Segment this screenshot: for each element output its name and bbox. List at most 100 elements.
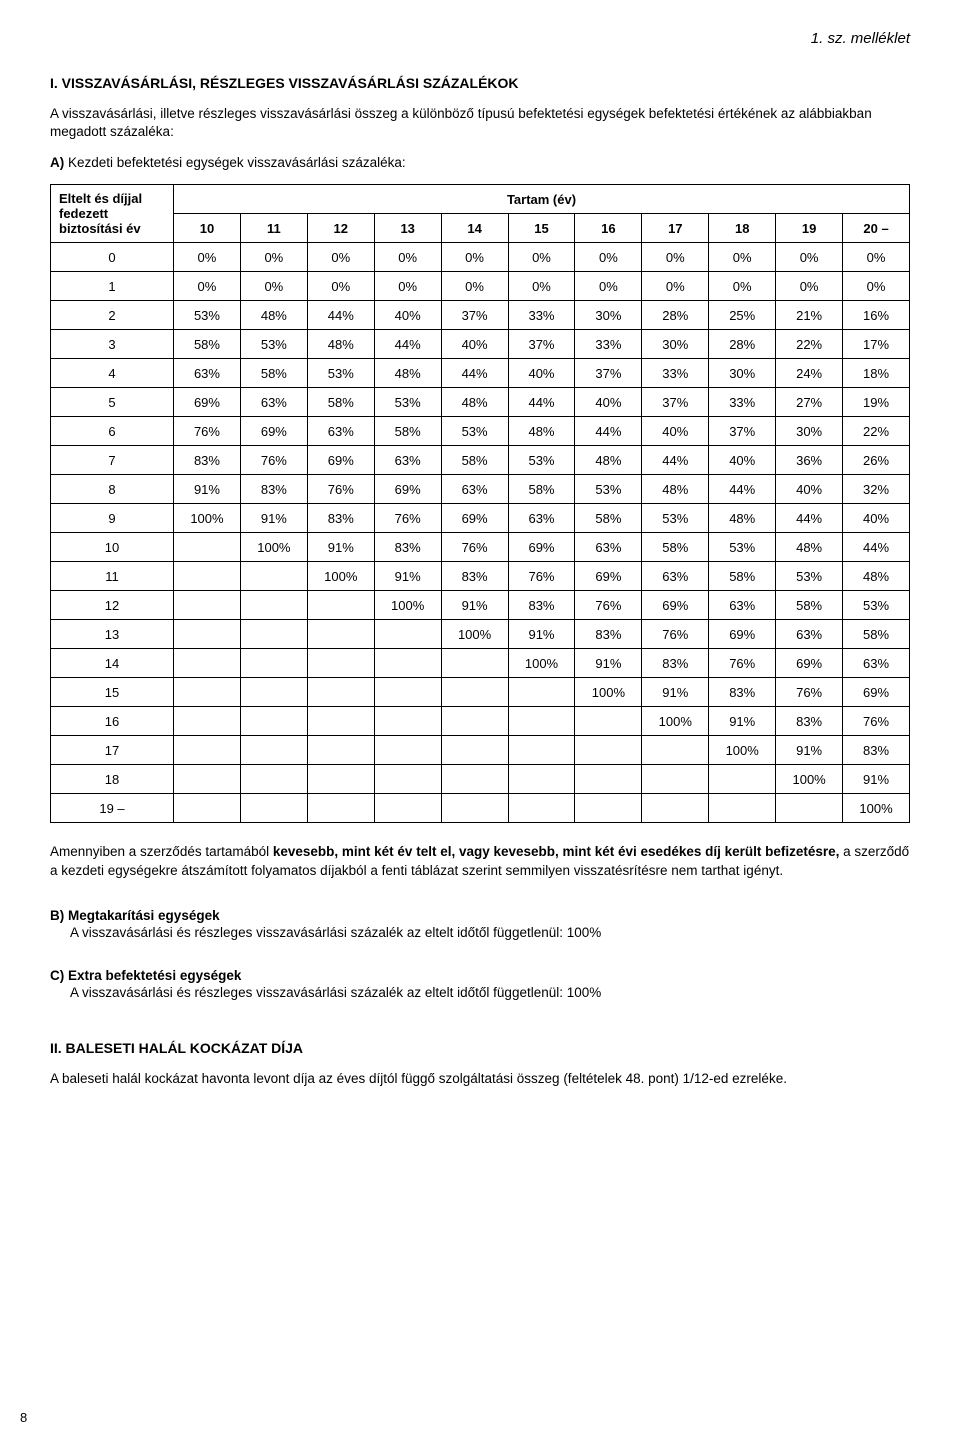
table-cell: 91% xyxy=(374,562,441,591)
table-cell: 40% xyxy=(776,475,843,504)
table-cell: 83% xyxy=(575,620,642,649)
table-cell: 53% xyxy=(240,330,307,359)
table-cell: 33% xyxy=(642,359,709,388)
table-row: 00%0%0%0%0%0%0%0%0%0%0% xyxy=(51,243,910,272)
table-cell: 63% xyxy=(307,417,374,446)
table-cell: 33% xyxy=(508,301,575,330)
duration-header-cell: Tartam (év) xyxy=(174,185,910,214)
table-cell: 58% xyxy=(709,562,776,591)
table-cell xyxy=(307,794,374,823)
table-cell xyxy=(174,678,241,707)
table-cell: 24% xyxy=(776,359,843,388)
column-header-cell: 20 – xyxy=(843,214,910,243)
table-cell: 30% xyxy=(776,417,843,446)
table-cell: 0% xyxy=(174,243,241,272)
table-cell: 76% xyxy=(307,475,374,504)
table-cell: 44% xyxy=(374,330,441,359)
table-cell: 83% xyxy=(174,446,241,475)
table-row: 783%76%69%63%58%53%48%44%40%36%26% xyxy=(51,446,910,475)
subsection-b: B) Megtakarítási egységek A visszavásárl… xyxy=(50,908,910,940)
table-cell: 48% xyxy=(441,388,508,417)
row-label-cell: 4 xyxy=(51,359,174,388)
table-cell: 44% xyxy=(575,417,642,446)
table-cell: 69% xyxy=(307,446,374,475)
table-cell: 0% xyxy=(776,272,843,301)
table-cell: 28% xyxy=(642,301,709,330)
table-cell: 33% xyxy=(575,330,642,359)
table-cell xyxy=(174,736,241,765)
table-row: 1011121314151617181920 – xyxy=(51,214,910,243)
table-row: 891%83%76%69%63%58%53%48%44%40%32% xyxy=(51,475,910,504)
row-label-cell: 2 xyxy=(51,301,174,330)
table-row: 11100%91%83%76%69%63%58%53%48% xyxy=(51,562,910,591)
table-row: 12100%91%83%76%69%63%58%53% xyxy=(51,591,910,620)
table-cell: 53% xyxy=(441,417,508,446)
table-cell: 0% xyxy=(642,243,709,272)
intro-paragraph: A visszavásárlási, illetve részleges vis… xyxy=(50,105,910,141)
table-cell xyxy=(441,765,508,794)
table-cell: 37% xyxy=(508,330,575,359)
table-cell: 17% xyxy=(843,330,910,359)
table-cell: 83% xyxy=(307,504,374,533)
table-cell: 69% xyxy=(174,388,241,417)
table-cell: 27% xyxy=(776,388,843,417)
table-cell: 0% xyxy=(776,243,843,272)
note-pre: Amennyiben a szerződés tartamából xyxy=(50,844,273,859)
table-cell: 76% xyxy=(174,417,241,446)
table-cell: 44% xyxy=(642,446,709,475)
subsection-c-title: Extra befektetési egységek xyxy=(68,968,241,983)
table-cell: 48% xyxy=(374,359,441,388)
row-header-cell: Eltelt és díjjal fedezett biztosítási év xyxy=(51,185,174,243)
table-cell: 48% xyxy=(776,533,843,562)
table-cell: 63% xyxy=(575,533,642,562)
table-cell xyxy=(575,736,642,765)
table-cell: 63% xyxy=(709,591,776,620)
table-cell: 44% xyxy=(776,504,843,533)
table-cell: 91% xyxy=(508,620,575,649)
table-cell xyxy=(374,649,441,678)
table-cell xyxy=(709,765,776,794)
row-label-cell: 1 xyxy=(51,272,174,301)
table-cell: 76% xyxy=(575,591,642,620)
surrender-table: Eltelt és díjjal fedezett biztosítási év… xyxy=(50,184,910,823)
table-cell: 58% xyxy=(843,620,910,649)
table-cell: 83% xyxy=(240,475,307,504)
table-cell: 48% xyxy=(709,504,776,533)
table-cell: 44% xyxy=(307,301,374,330)
table-cell: 63% xyxy=(240,388,307,417)
table-cell: 40% xyxy=(709,446,776,475)
column-header-cell: 15 xyxy=(508,214,575,243)
row-label-cell: 10 xyxy=(51,533,174,562)
table-cell xyxy=(441,794,508,823)
table-cell: 0% xyxy=(843,243,910,272)
table-cell: 58% xyxy=(575,504,642,533)
table-cell: 0% xyxy=(240,272,307,301)
table-row: 13100%91%83%76%69%63%58% xyxy=(51,620,910,649)
table-cell xyxy=(307,765,374,794)
table-body: 00%0%0%0%0%0%0%0%0%0%0%10%0%0%0%0%0%0%0%… xyxy=(51,243,910,823)
row-label-cell: 0 xyxy=(51,243,174,272)
table-cell: 40% xyxy=(508,359,575,388)
table-cell: 63% xyxy=(508,504,575,533)
table-cell: 44% xyxy=(508,388,575,417)
table-cell: 58% xyxy=(642,533,709,562)
row-label-cell: 9 xyxy=(51,504,174,533)
table-cell: 25% xyxy=(709,301,776,330)
table-cell: 48% xyxy=(642,475,709,504)
row-label-cell: 17 xyxy=(51,736,174,765)
table-cell: 0% xyxy=(709,272,776,301)
table-row: 16100%91%83%76% xyxy=(51,707,910,736)
table-cell: 0% xyxy=(374,243,441,272)
table-cell xyxy=(441,707,508,736)
table-cell xyxy=(508,765,575,794)
subsection-b-label: B) xyxy=(50,908,64,923)
table-cell: 76% xyxy=(240,446,307,475)
table-cell xyxy=(240,707,307,736)
table-cell: 28% xyxy=(709,330,776,359)
table-cell: 44% xyxy=(441,359,508,388)
subsection-c-header: C) Extra befektetési egységek xyxy=(50,968,910,983)
table-cell: 40% xyxy=(374,301,441,330)
table-cell xyxy=(307,591,374,620)
table-cell: 44% xyxy=(843,533,910,562)
column-header-cell: 12 xyxy=(307,214,374,243)
